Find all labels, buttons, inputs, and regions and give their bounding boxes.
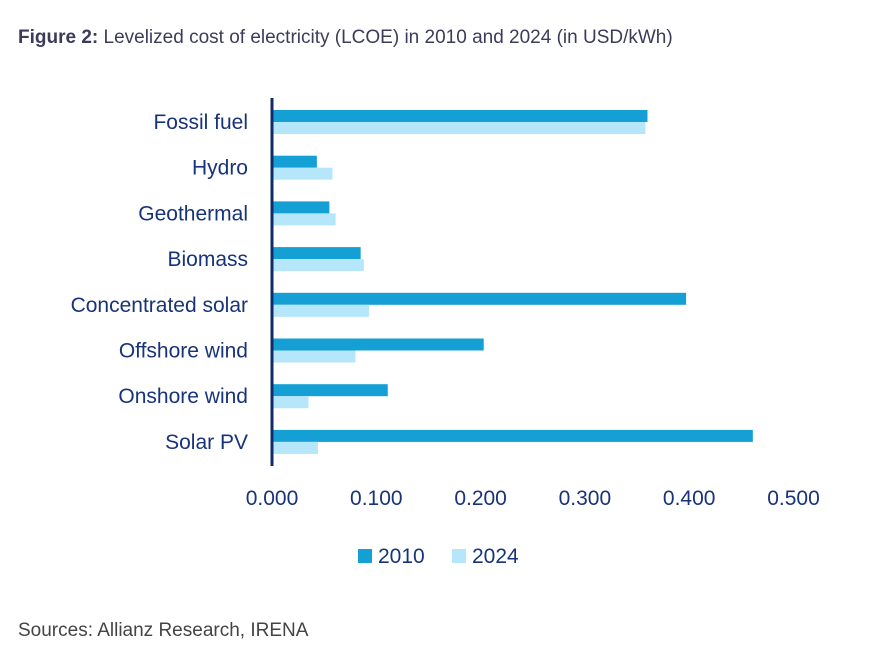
bar-2024: [272, 167, 333, 180]
bar-2024: [272, 122, 646, 134]
bar-2010: [272, 429, 753, 442]
category-label: Concentrated solar: [71, 294, 248, 317]
bar-2010: [272, 155, 317, 168]
category-label: Geothermal: [138, 202, 248, 225]
bar-2010: [272, 110, 648, 122]
bar-2024: [272, 304, 369, 317]
x-tick-label: 0.100: [350, 487, 403, 510]
x-tick-label: 0.300: [559, 487, 612, 510]
category-label: Fossil fuel: [153, 111, 248, 134]
category-label: Hydro: [192, 157, 248, 180]
x-tick-label: 0.400: [663, 487, 716, 510]
x-tick-label: 0.500: [767, 487, 820, 510]
bar-2024: [272, 213, 336, 226]
bar-2010: [272, 201, 330, 214]
bar-2010: [272, 292, 687, 305]
legend-label: 2024: [472, 545, 519, 568]
bar-2010: [272, 338, 484, 351]
bar-2010: [272, 247, 361, 260]
x-tick-label: 0.200: [454, 487, 507, 510]
bar-2024: [272, 441, 318, 454]
legend-swatch-2024: [452, 549, 466, 563]
bar-2024: [272, 259, 364, 272]
bar-2024: [272, 350, 356, 363]
bar-2024: [272, 396, 309, 409]
legend-swatch-2010: [358, 549, 372, 563]
legend-label: 2010: [378, 545, 425, 568]
x-tick-label: 0.000: [246, 487, 299, 510]
category-label: Offshore wind: [119, 340, 248, 363]
category-label: Solar PV: [165, 431, 248, 454]
bar-2010: [272, 384, 388, 397]
category-label: Onshore wind: [118, 385, 248, 408]
category-label: Biomass: [167, 248, 248, 271]
chart-title: Figure 2: Levelized cost of electricity …: [18, 27, 673, 48]
source-note: Sources: Allianz Research, IRENA: [18, 620, 309, 641]
